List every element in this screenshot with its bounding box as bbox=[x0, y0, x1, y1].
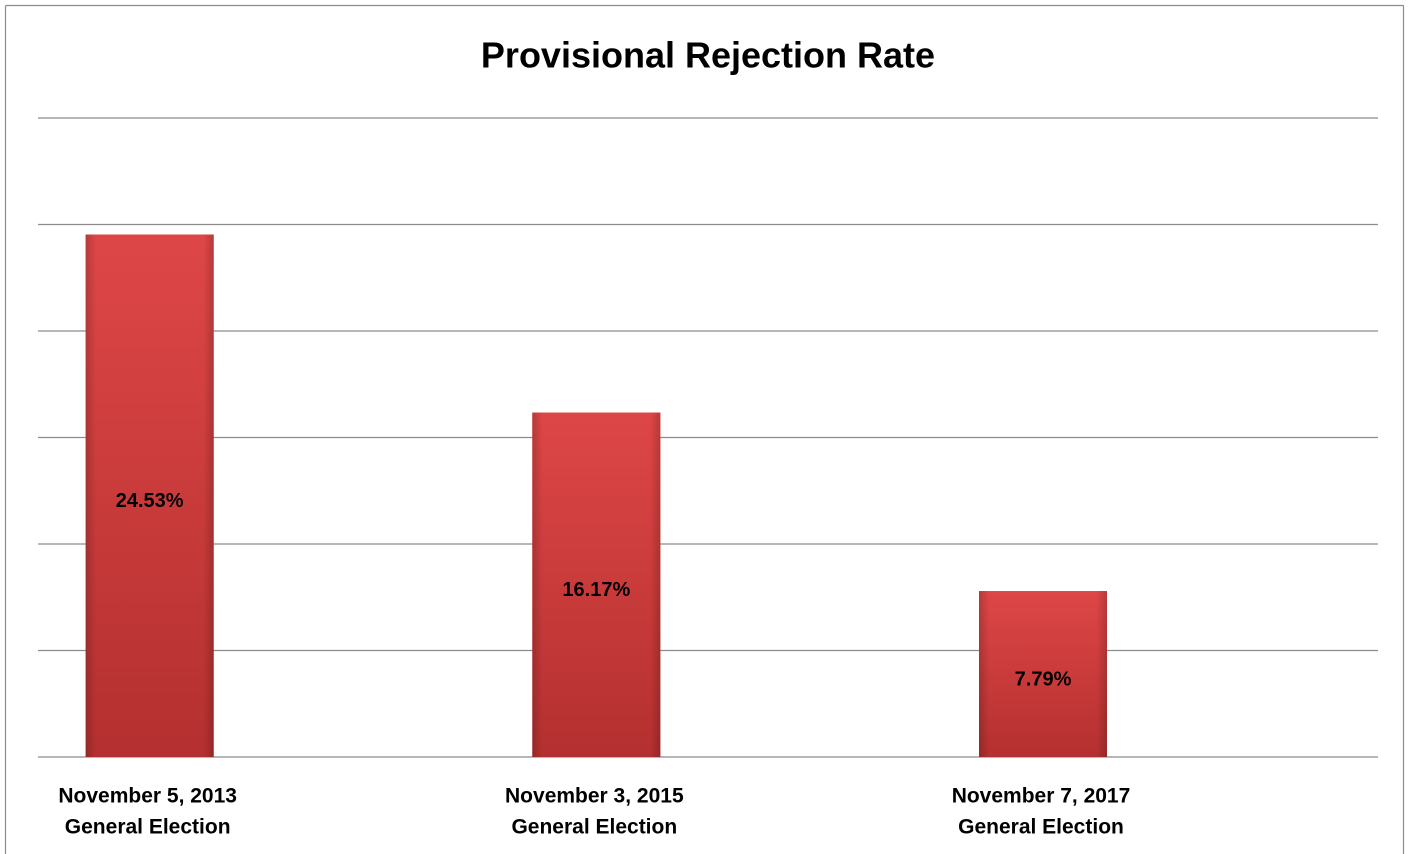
data-label: 7.79% bbox=[1015, 668, 1072, 690]
x-tick-label: November 3, 2015 bbox=[505, 785, 684, 808]
frame bbox=[4, 4, 1405, 854]
x-tick-label: November 7, 2017 bbox=[952, 785, 1131, 808]
chart-title: Provisional Rejection Rate bbox=[481, 35, 935, 76]
data-label: 24.53% bbox=[116, 490, 184, 512]
x-tick-label: General Election bbox=[958, 816, 1124, 839]
x-tick-label: General Election bbox=[511, 816, 677, 839]
x-tick-label: November 5, 2013 bbox=[58, 785, 237, 808]
x-tick-label: General Election bbox=[65, 816, 231, 839]
data-label: 16.17% bbox=[562, 579, 630, 601]
